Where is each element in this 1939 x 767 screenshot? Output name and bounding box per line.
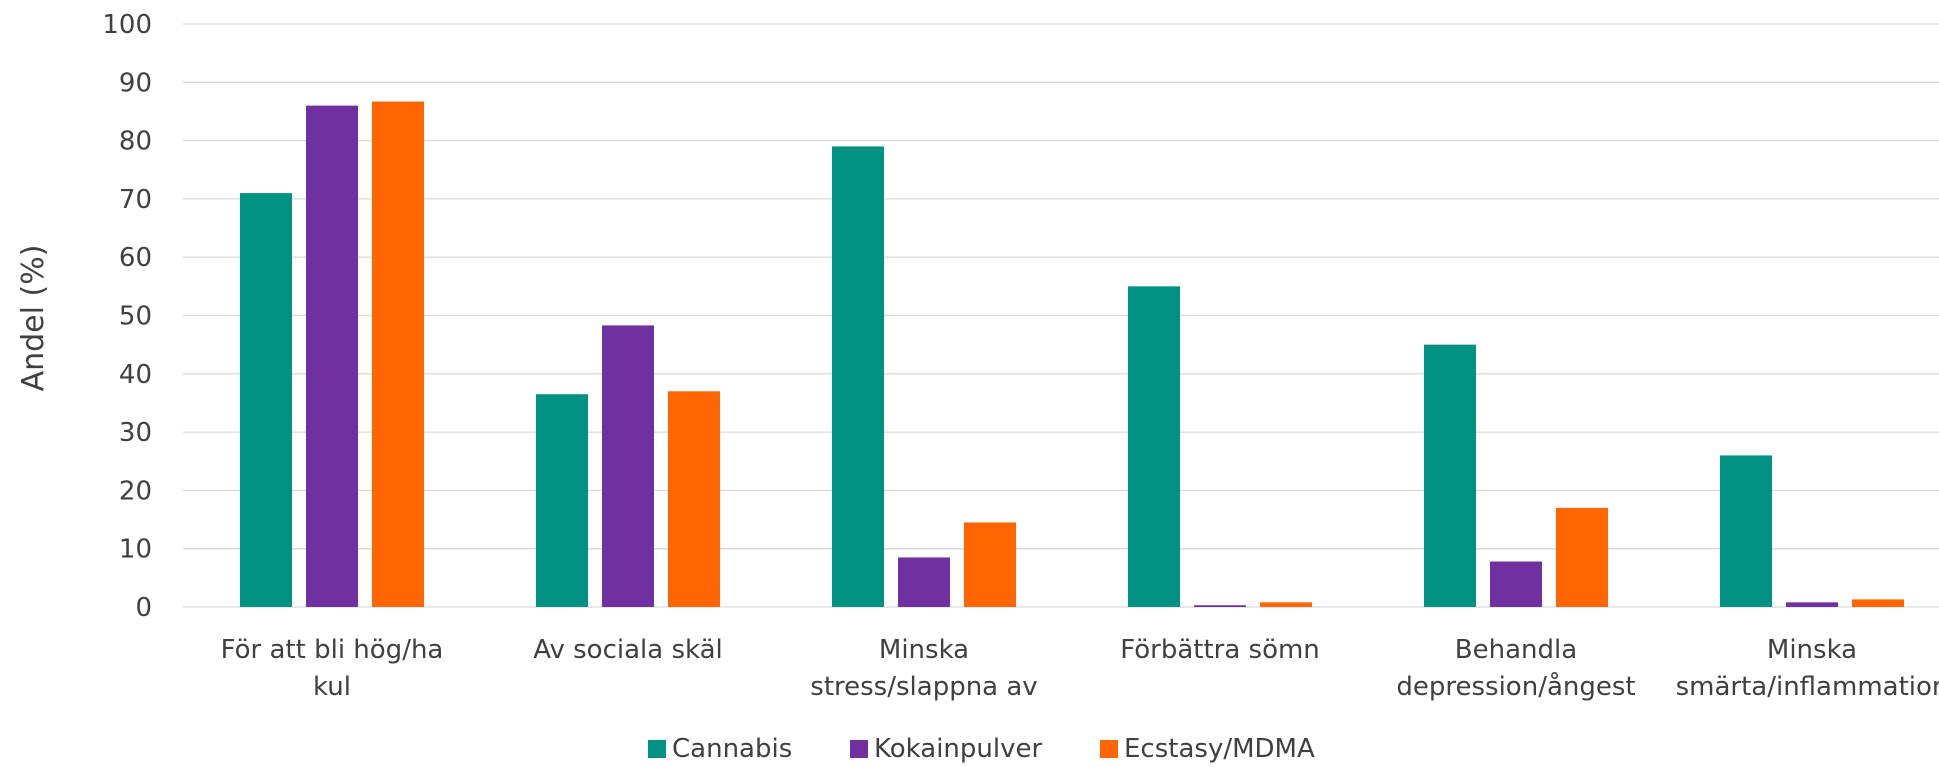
- x-axis-labels: För att bli hög/ha kul Av sociala skäl Mins…: [221, 635, 1939, 702]
- bar-ecstasy-mdma: [1556, 507, 1608, 607]
- bar-ecstasy-mdma: [964, 522, 1016, 607]
- bar-kokainpulver: [898, 557, 950, 607]
- y-tick-label: 0: [135, 593, 152, 623]
- y-tick-label: 10: [119, 535, 152, 565]
- bar-kokainpulver: [306, 105, 358, 608]
- bar-kokainpulver: [1786, 602, 1838, 607]
- y-axis-ticks: 0 10 20 30 40 50 60 70 80 90 100: [102, 10, 152, 623]
- y-tick-label: 60: [119, 243, 152, 273]
- bar-kokainpulver: [602, 325, 654, 607]
- x-tick-label: Behandla: [1455, 635, 1577, 665]
- y-tick-label: 30: [119, 418, 152, 448]
- bar-cannabis: [1424, 344, 1476, 607]
- bar-kokainpulver: [1490, 561, 1542, 607]
- x-tick-label: stress/slappna av: [810, 672, 1037, 702]
- y-tick-label: 80: [119, 127, 152, 157]
- legend-label: Ecstasy/MDMA: [1124, 734, 1315, 764]
- x-tick-label: För att bli hög/ha: [221, 635, 444, 665]
- x-tick-label: Minska: [1767, 635, 1857, 665]
- bar-cannabis: [832, 146, 884, 607]
- legend-swatch: [1100, 740, 1118, 758]
- bar-ecstasy-mdma: [668, 391, 720, 607]
- y-tick-label: 20: [119, 476, 152, 506]
- y-tick-label: 40: [119, 360, 152, 390]
- y-axis-title: Andel (%): [16, 245, 51, 392]
- gridlines: [183, 23, 1939, 608]
- legend-label: Cannabis: [672, 734, 792, 764]
- legend-label: Kokainpulver: [874, 734, 1042, 764]
- y-tick-label: 70: [119, 185, 152, 215]
- x-tick-label: kul: [313, 672, 351, 702]
- legend-swatch: [648, 740, 666, 758]
- bar-cannabis: [536, 394, 588, 607]
- legend-swatch: [850, 740, 868, 758]
- bar-ecstasy-mdma: [1852, 599, 1904, 607]
- bar-cannabis: [240, 193, 292, 607]
- x-tick-label: Minska: [879, 635, 969, 665]
- x-tick-label: Förbättra sömn: [1120, 635, 1320, 665]
- x-tick-label: Av sociala skäl: [533, 635, 723, 665]
- bar-kokainpulver: [1194, 605, 1246, 607]
- y-tick-label: 100: [102, 10, 152, 40]
- bar-cannabis: [1128, 286, 1180, 607]
- bar-ecstasy-mdma: [1260, 602, 1312, 607]
- x-tick-label: depression/ångest: [1396, 671, 1635, 702]
- bar-cannabis: [1720, 455, 1772, 607]
- legend: Cannabis Kokainpulver Ecstasy/MDMA: [648, 734, 1315, 764]
- y-tick-label: 90: [119, 68, 152, 98]
- bar-ecstasy-mdma: [372, 101, 424, 607]
- bars: [240, 101, 1904, 608]
- y-tick-label: 50: [119, 302, 152, 332]
- x-tick-label: smärta/inflammation: [1676, 672, 1939, 702]
